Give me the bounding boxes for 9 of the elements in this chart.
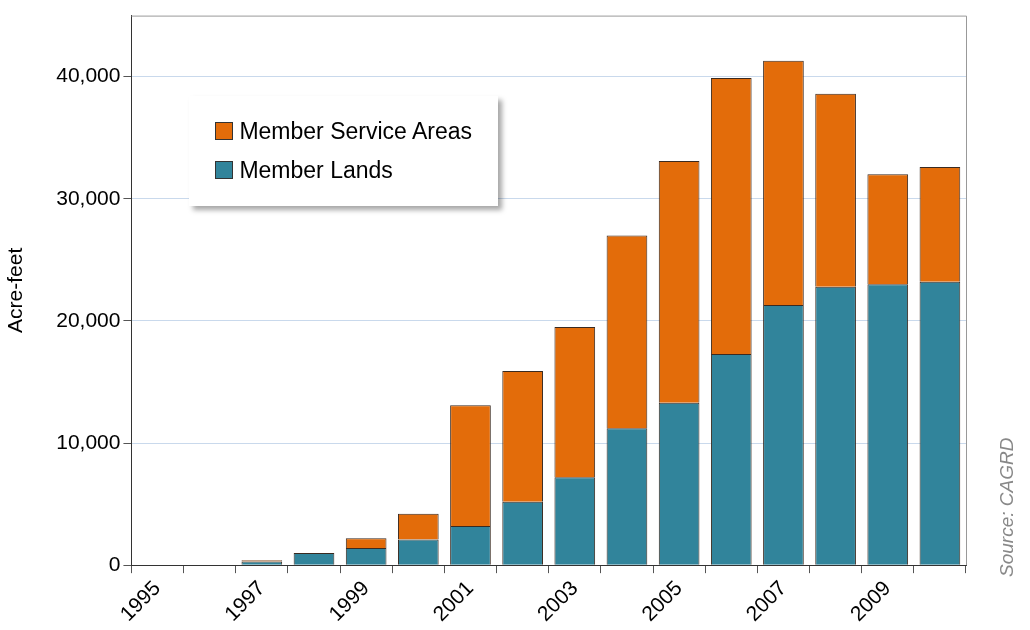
y-tick-label: 0: [108, 551, 121, 575]
y-tick-label: 40,000: [56, 63, 121, 87]
y-tick-label: 30,000: [56, 185, 121, 209]
y-tick-label: 20,000: [56, 307, 121, 331]
y-axis-title: Acre-feet: [3, 247, 27, 333]
legend-label: Member Service Areas: [239, 117, 473, 145]
source-note: Source: CAGRD: [996, 437, 1018, 578]
y-tick-label: 10,000: [56, 429, 121, 453]
legend-label: Member Lands: [239, 156, 393, 184]
